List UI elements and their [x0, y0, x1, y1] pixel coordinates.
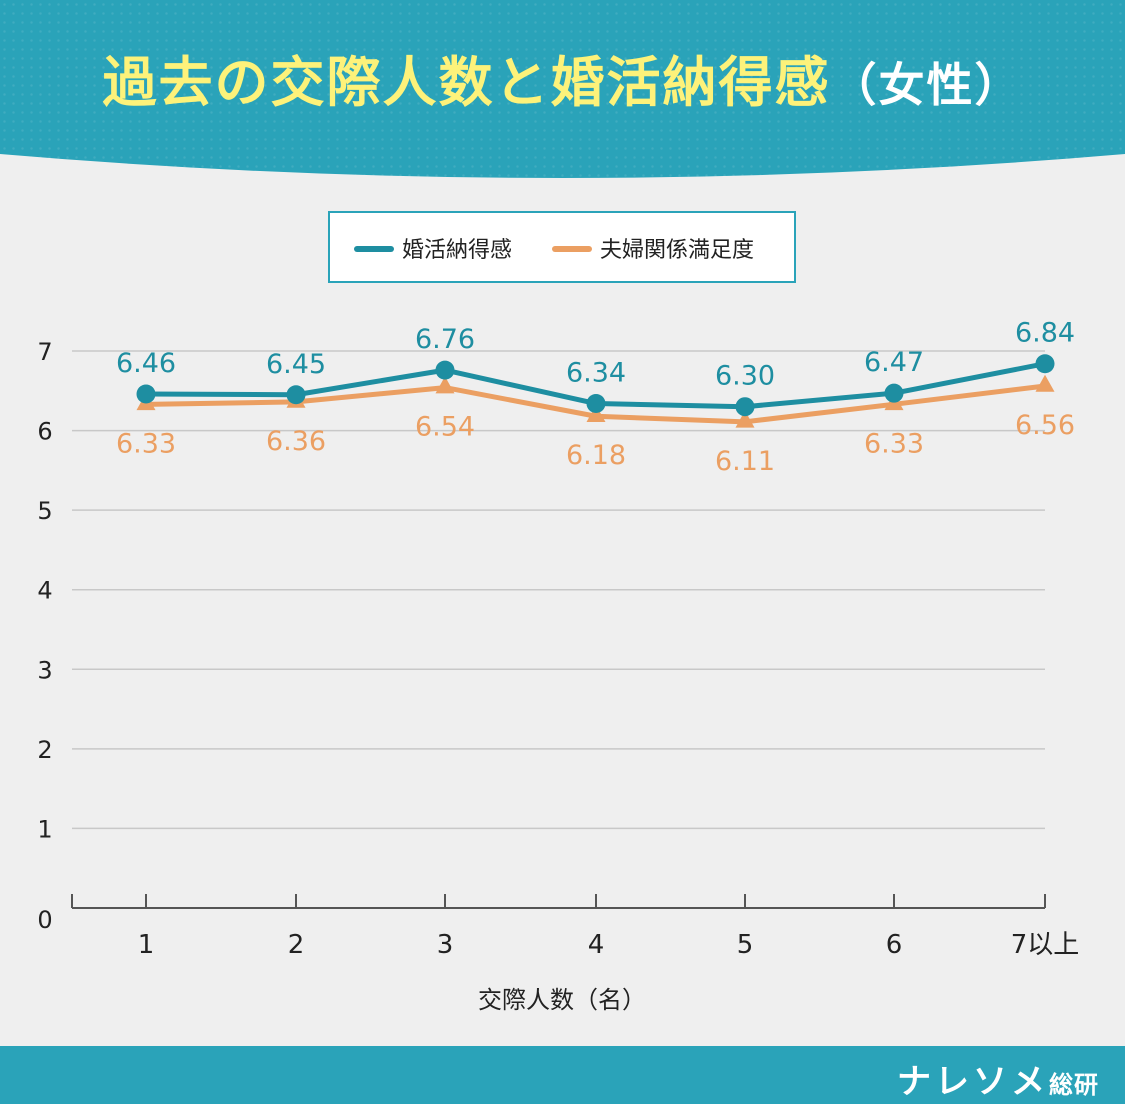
- series-1-point-6: [884, 383, 904, 403]
- series-1-point-2: [286, 385, 306, 405]
- x-tick-label-7: 7以上: [1011, 930, 1080, 960]
- series-1-data-label-2: 6.45: [266, 349, 326, 380]
- series-2-data-label-4: 6.18: [566, 440, 626, 471]
- series-2-data-label-2: 6.36: [266, 426, 326, 457]
- y-tick-label-3: 3: [37, 656, 52, 684]
- series-2-data-label-5: 6.11: [715, 446, 775, 477]
- series-2-data-label-1: 6.33: [116, 428, 176, 459]
- brand-logo: ナレソメ総研: [897, 1054, 1099, 1103]
- x-tick-label-3: 3: [437, 930, 454, 960]
- legend-label-series-1: 婚活納得感: [402, 238, 513, 263]
- footer-band: ナレソメ総研: [0, 1046, 1125, 1104]
- title-sub: （女性）: [830, 58, 1023, 112]
- series-2-point-5: [735, 410, 755, 428]
- x-axis-title: 交際人数（名）: [478, 986, 646, 1014]
- series-2-data-label-6: 6.33: [864, 428, 924, 459]
- y-tick-label-6: 6: [37, 418, 52, 446]
- header-band: 過去の交際人数と婚活納得感（女性）: [0, 0, 1125, 185]
- series-1-point-3: [435, 360, 455, 380]
- series-2-point-7: [1035, 374, 1055, 392]
- y-tick-label-0: 0: [37, 906, 52, 934]
- y-tick-label-5: 5: [37, 497, 52, 525]
- series-2-data-label-7: 6.56: [1015, 410, 1075, 441]
- chart-title: 過去の交際人数と婚活納得感（女性）: [0, 38, 1125, 117]
- x-tick-label-6: 6: [886, 930, 903, 960]
- legend-swatch-series-1: [354, 246, 394, 252]
- brand-main: ナレソメ: [897, 1062, 1049, 1102]
- chart-panel: [0, 140, 1125, 1046]
- legend-swatch-series-2: [552, 246, 592, 252]
- x-tick-label-5: 5: [737, 930, 754, 960]
- series-1-data-label-7: 6.84: [1015, 318, 1075, 349]
- series-1-point-4: [586, 394, 606, 414]
- y-tick-label-2: 2: [37, 736, 52, 764]
- series-2-point-4: [586, 405, 606, 423]
- series-2-point-3: [435, 376, 455, 394]
- brand-sub: 総研: [1049, 1071, 1099, 1099]
- y-tick-label-7: 7: [37, 338, 52, 366]
- series-1-data-label-6: 6.47: [864, 347, 924, 378]
- series-1-data-label-1: 6.46: [116, 348, 176, 379]
- x-tick-label-4: 4: [588, 930, 605, 960]
- y-tick-label-4: 4: [37, 577, 52, 605]
- legend-label-series-2: 夫婦関係満足度: [600, 238, 755, 263]
- legend: 婚活納得感 夫婦関係満足度: [328, 211, 796, 283]
- series-1-data-label-5: 6.30: [715, 361, 775, 392]
- series-1-point-1: [136, 384, 156, 404]
- x-tick-label-1: 1: [138, 930, 155, 960]
- title-main: 過去の交際人数と婚活納得感: [102, 51, 831, 114]
- series-1-data-label-4: 6.34: [566, 358, 626, 389]
- x-tick-label-2: 2: [288, 930, 305, 960]
- series-2-data-label-3: 6.54: [415, 412, 475, 443]
- series-1-point-5: [735, 397, 755, 417]
- y-tick-label-1: 1: [37, 815, 52, 843]
- series-1-data-label-3: 6.76: [415, 324, 475, 355]
- series-1-point-7: [1035, 354, 1055, 374]
